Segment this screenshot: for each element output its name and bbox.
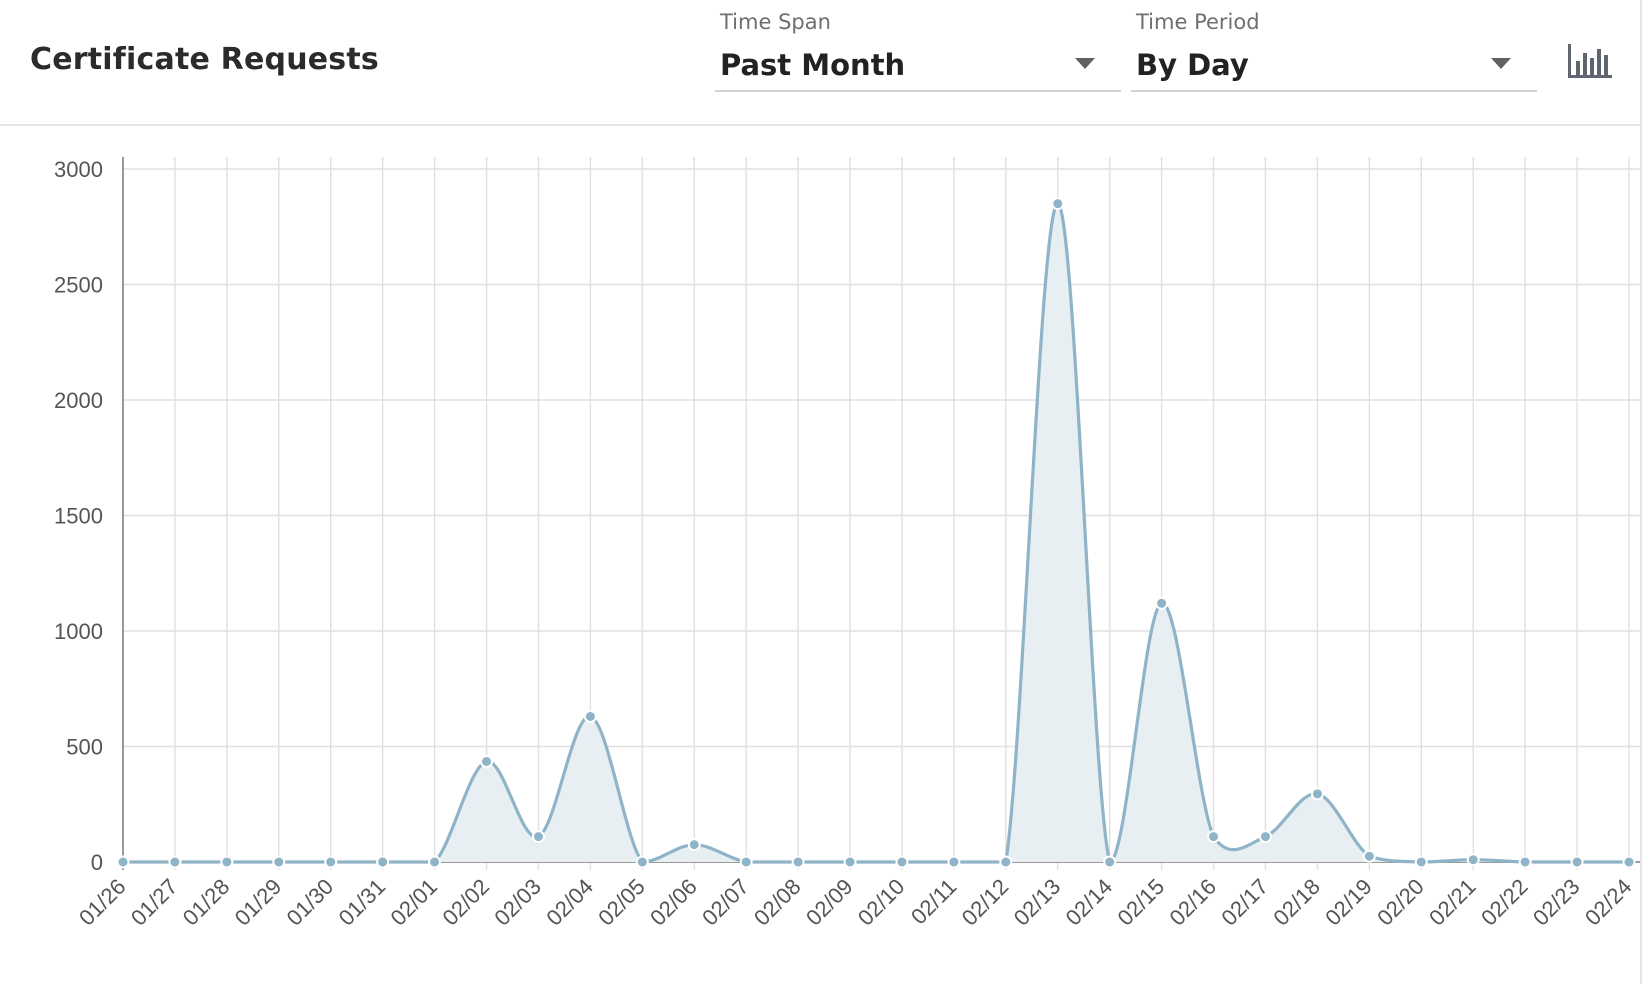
- y-tick-label: 1500: [54, 504, 103, 529]
- x-tick-label: 02/03: [489, 874, 546, 931]
- x-tick-label: 01/31: [334, 874, 391, 931]
- x-tick-label: 01/29: [230, 874, 287, 931]
- y-tick-label: 500: [66, 735, 103, 760]
- x-tick-label: 02/16: [1164, 874, 1221, 931]
- data-point: [583, 709, 597, 723]
- chevron-down-icon[interactable]: [1075, 58, 1095, 69]
- time-period-underline: [1131, 90, 1537, 92]
- data-point: [220, 855, 234, 869]
- data-point: [791, 855, 805, 869]
- data-point: [1622, 855, 1636, 869]
- y-tick-label: 2500: [54, 273, 103, 298]
- data-point: [1155, 596, 1169, 610]
- x-tick-label: 02/23: [1528, 874, 1585, 931]
- x-tick-label: 02/17: [1216, 874, 1273, 931]
- series-line: [123, 202, 1629, 864]
- x-tick-label: 02/12: [957, 874, 1014, 931]
- x-tick-label: 01/30: [282, 874, 339, 931]
- data-point: [428, 855, 442, 869]
- x-tick-label: 02/05: [593, 874, 650, 931]
- x-tick-label: 02/24: [1580, 874, 1637, 931]
- data-point: [1207, 830, 1221, 844]
- x-tick-label: 02/01: [386, 874, 443, 931]
- data-point: [1466, 853, 1480, 867]
- y-tick-label: 0: [91, 850, 103, 875]
- x-tick-label: 02/20: [1372, 874, 1429, 931]
- data-point: [116, 855, 130, 869]
- x-tick-label: 02/06: [645, 874, 702, 931]
- data-point: [895, 855, 909, 869]
- x-tick-label: 01/26: [74, 874, 131, 931]
- data-point: [635, 855, 649, 869]
- x-tick-label: 02/13: [1009, 874, 1066, 931]
- data-point: [1362, 849, 1376, 863]
- data-point: [272, 855, 286, 869]
- x-tick-label: 02/02: [437, 874, 494, 931]
- data-point: [1103, 855, 1117, 869]
- data-point: [1414, 855, 1428, 869]
- data-point: [1258, 830, 1272, 844]
- data-point: [531, 830, 545, 844]
- time-period-label: Time Period: [1136, 10, 1260, 34]
- y-tick-label: 1000: [54, 619, 103, 644]
- data-point: [1570, 855, 1584, 869]
- panel-header: Certificate Requests Time Span Past Mont…: [0, 0, 1640, 126]
- data-point: [324, 855, 338, 869]
- x-tick-label: 02/08: [749, 874, 806, 931]
- series-area-fill: [123, 203, 1629, 862]
- y-tick-label: 2000: [54, 388, 103, 413]
- data-point: [376, 855, 390, 869]
- x-tick-label: 01/28: [178, 874, 235, 931]
- time-span-select[interactable]: Time Span Past Month: [715, 8, 1121, 92]
- x-tick-label: 02/07: [697, 874, 754, 931]
- data-point: [999, 855, 1013, 869]
- y-tick-label: 3000: [54, 157, 103, 182]
- data-point: [1518, 855, 1532, 869]
- time-span-label: Time Span: [720, 10, 831, 34]
- time-span-underline: [715, 90, 1121, 92]
- x-tick-label: 02/22: [1476, 874, 1533, 931]
- x-tick-label: 02/09: [801, 874, 858, 931]
- data-point: [1310, 787, 1324, 801]
- x-tick-label: 02/18: [1268, 874, 1325, 931]
- x-tick-label: 01/27: [126, 874, 183, 931]
- chevron-down-icon[interactable]: [1491, 58, 1511, 69]
- time-period-select[interactable]: Time Period By Day: [1131, 8, 1537, 92]
- x-tick-label: 02/15: [1113, 874, 1170, 931]
- bar-chart-icon[interactable]: [1567, 42, 1613, 80]
- data-point: [1051, 197, 1065, 211]
- data-point: [739, 855, 753, 869]
- x-tick-label: 02/04: [541, 874, 598, 931]
- x-tick-label: 02/14: [1061, 874, 1118, 931]
- x-tick-label: 02/11: [906, 874, 961, 929]
- data-point: [843, 855, 857, 869]
- chart-area: 0 500 1000 1500 2000 2500 3000 01/26 01/27 01/28 0…: [0, 126, 1640, 984]
- data-point: [947, 855, 961, 869]
- time-span-value[interactable]: Past Month: [720, 48, 906, 82]
- data-point: [687, 838, 701, 852]
- data-point: [168, 855, 182, 869]
- x-tick-label: 02/10: [853, 874, 910, 931]
- x-tick-label: 02/19: [1320, 874, 1377, 931]
- panel-title: Certificate Requests: [30, 42, 379, 77]
- data-point: [480, 755, 494, 769]
- area-chart: 05001000150020002500300001/2601/2701/280…: [54, 157, 1640, 931]
- x-tick-label: 02/21: [1424, 874, 1481, 931]
- time-period-value[interactable]: By Day: [1136, 48, 1249, 82]
